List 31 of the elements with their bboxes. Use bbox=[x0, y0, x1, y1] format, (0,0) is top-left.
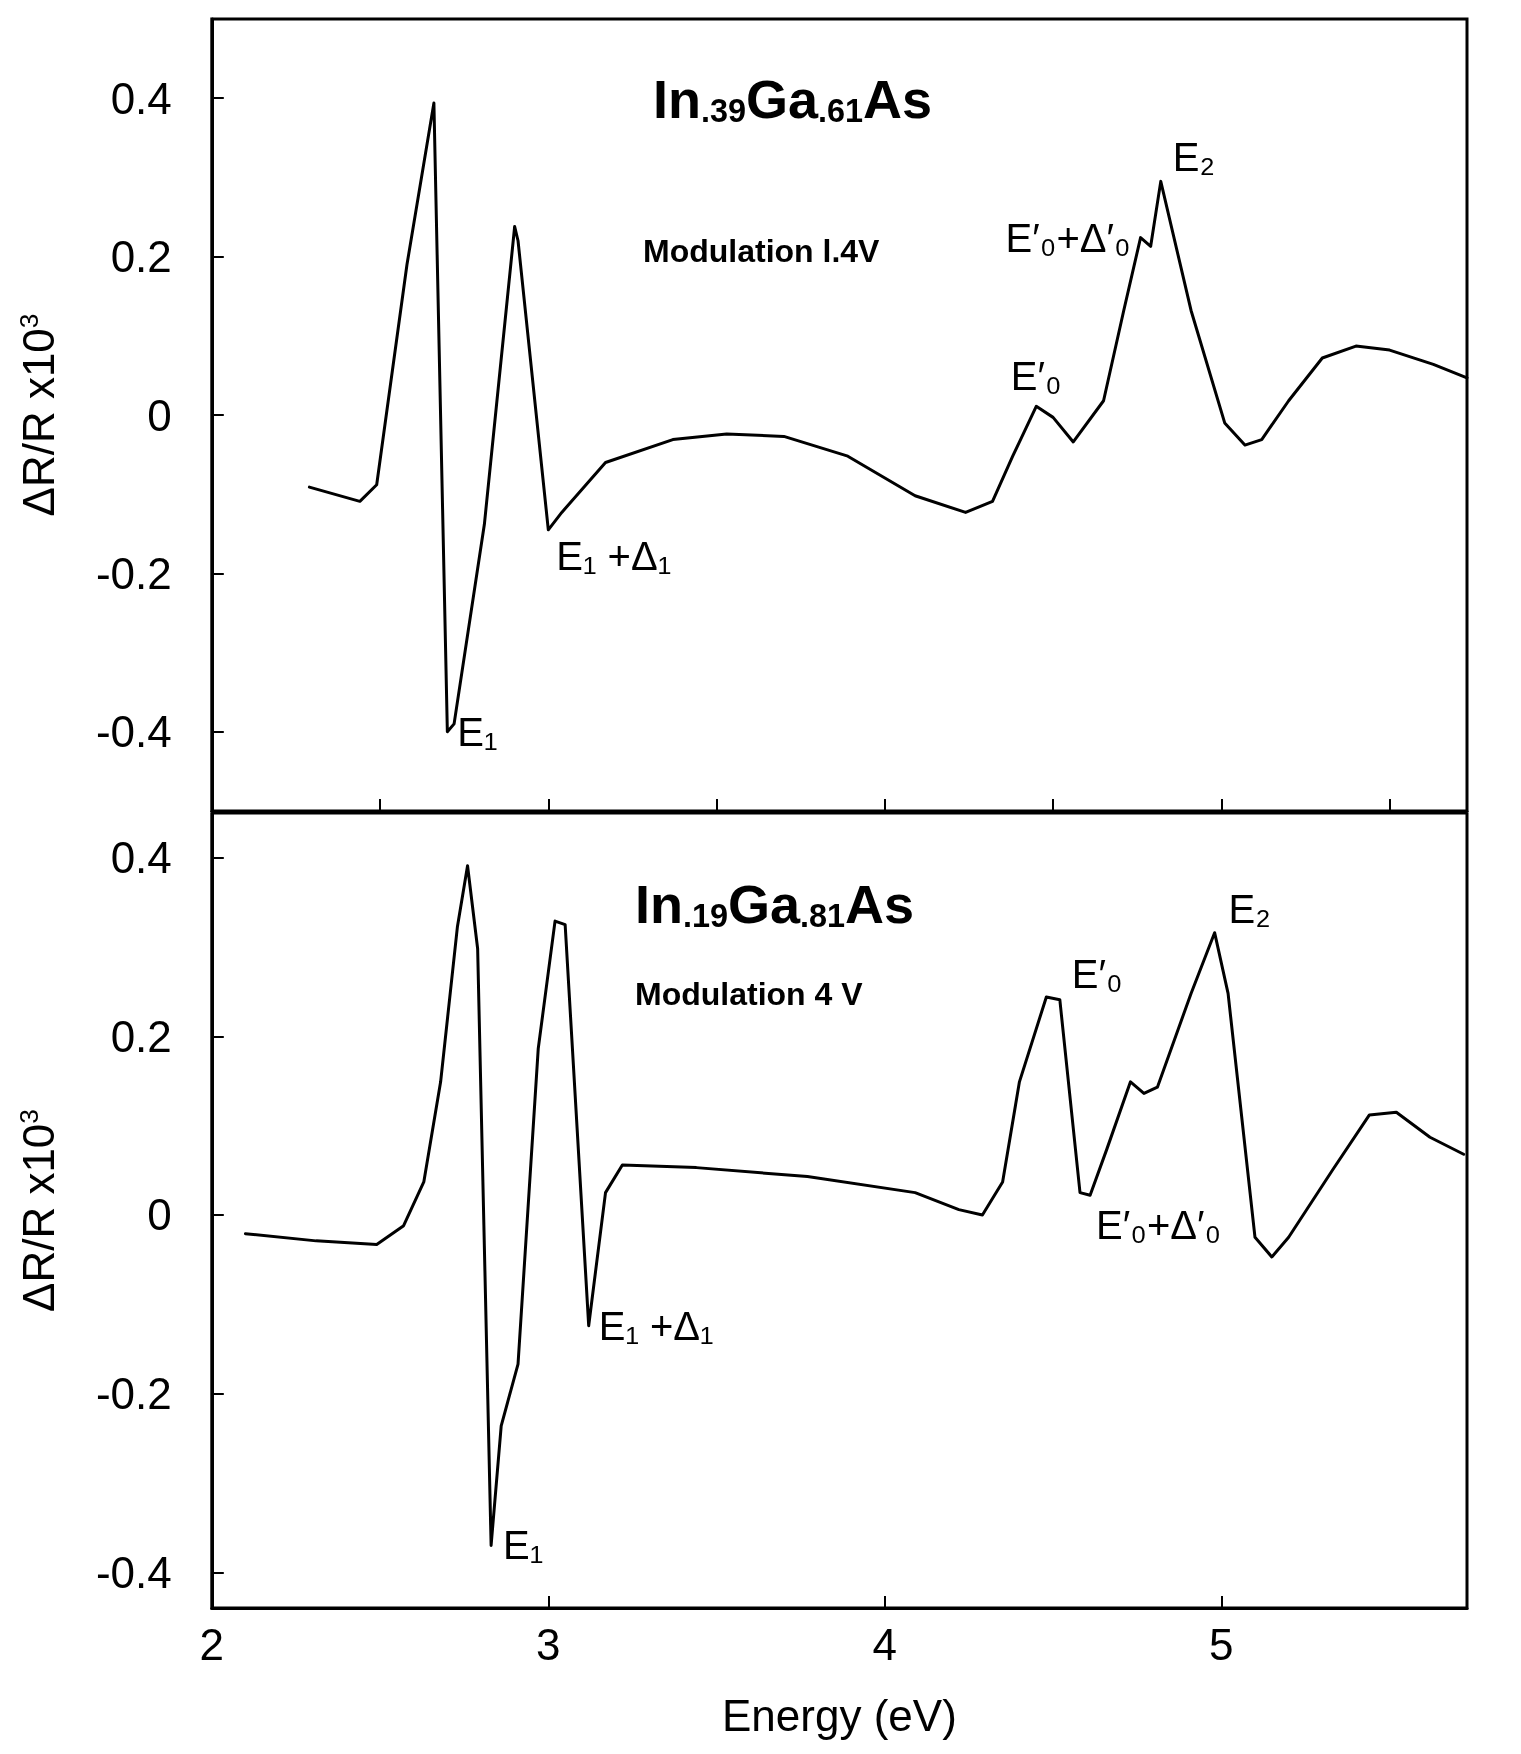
annotation: E₁ +Δ₁ bbox=[598, 1303, 714, 1348]
x-tick-label: 3 bbox=[536, 1619, 561, 1669]
y-tick-label: 0 bbox=[147, 1190, 172, 1240]
annotation: E₁ bbox=[503, 1523, 544, 1568]
y-tick-label: 0.4 bbox=[110, 73, 172, 123]
text: In.39Ga.61As bbox=[653, 69, 933, 130]
text: Modulation l.4V bbox=[643, 233, 881, 269]
text: In.19Ga.81As bbox=[635, 874, 915, 935]
y-tick-label: 0.2 bbox=[110, 232, 172, 282]
x-tick-label: 5 bbox=[1209, 1619, 1234, 1669]
y-axis-title: ΔR/R x103 bbox=[14, 313, 64, 517]
annotation: E₂ bbox=[1228, 886, 1271, 931]
y-tick-label: -0.2 bbox=[95, 1369, 172, 1419]
y-tick-label: -0.2 bbox=[95, 548, 172, 598]
x-tick-label: 4 bbox=[872, 1619, 898, 1669]
y-tick-label: -0.4 bbox=[95, 707, 172, 757]
y-tick-label: 0.4 bbox=[110, 833, 172, 883]
annotation: E′₀ bbox=[1071, 951, 1123, 996]
x-tick-label: 2 bbox=[199, 1619, 225, 1669]
annotation: E′₀+Δ′₀ bbox=[1096, 1203, 1222, 1248]
annotation: E′₀ bbox=[1010, 354, 1062, 399]
y-tick-label: 0.2 bbox=[110, 1011, 172, 1061]
text: Modulation 4 V bbox=[635, 976, 864, 1012]
annotation: E′₀+Δ′₀ bbox=[1005, 215, 1131, 260]
y-axis-title: ΔR/R x103 bbox=[14, 1108, 64, 1313]
y-tick-label: 0 bbox=[147, 390, 172, 440]
x-axis-title: Energy (eV) bbox=[722, 1690, 957, 1740]
y-tick-label: -0.4 bbox=[95, 1547, 172, 1597]
annotation: E₁ +Δ₁ bbox=[556, 533, 672, 578]
annotation: E₂ bbox=[1172, 135, 1215, 180]
annotation: E₁ bbox=[457, 709, 498, 754]
